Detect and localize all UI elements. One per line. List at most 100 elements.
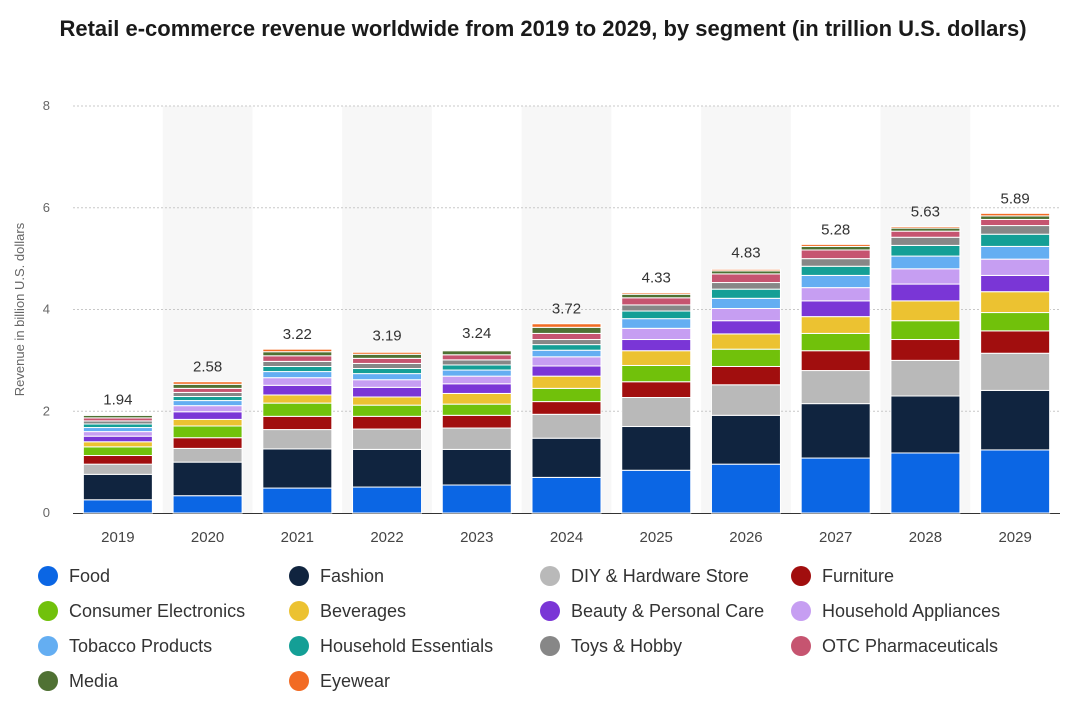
legend-item[interactable]: Toys & Hobby bbox=[540, 632, 682, 660]
bar-segment bbox=[262, 415, 333, 431]
bar-segment bbox=[441, 392, 512, 405]
bar-segment bbox=[441, 414, 512, 429]
legend-label: Household Appliances bbox=[822, 600, 1001, 621]
bar-segment bbox=[800, 370, 871, 405]
bar-segment bbox=[531, 413, 602, 439]
bar-segment bbox=[352, 396, 423, 406]
legend-item[interactable]: Household Essentials bbox=[289, 632, 493, 660]
bar-segment bbox=[531, 344, 602, 351]
bar-segment bbox=[352, 379, 423, 388]
bar-segment bbox=[172, 425, 243, 439]
bar-segment bbox=[441, 369, 512, 377]
total-data-label: 4.83 bbox=[731, 244, 760, 261]
bar-segment bbox=[710, 268, 781, 272]
legend-item[interactable]: Furniture bbox=[791, 562, 894, 590]
bar-segment bbox=[800, 265, 871, 276]
bar-segment bbox=[262, 348, 333, 353]
x-tick-label: 2027 bbox=[819, 529, 852, 546]
bar-segment bbox=[352, 353, 423, 359]
bar-segment bbox=[82, 499, 153, 514]
bar-segment bbox=[800, 350, 871, 372]
bar-segment bbox=[531, 332, 602, 341]
legend-item[interactable]: Tobacco Products bbox=[38, 632, 212, 660]
bar-segment bbox=[980, 215, 1051, 220]
bar-segment bbox=[890, 359, 961, 397]
legend-label: Furniture bbox=[822, 565, 895, 586]
bar-segment bbox=[172, 381, 243, 385]
legend-item[interactable]: Eyewear bbox=[289, 667, 390, 695]
legend-swatch bbox=[540, 636, 560, 656]
bar-segment bbox=[621, 318, 692, 329]
legend-item[interactable]: Media bbox=[38, 667, 118, 695]
bar-segment bbox=[352, 448, 423, 488]
bar-segment bbox=[531, 323, 602, 328]
bar-segment bbox=[621, 381, 692, 399]
legend-swatch bbox=[791, 636, 811, 656]
bar-segment bbox=[710, 320, 781, 335]
legend-item[interactable]: Fashion bbox=[289, 562, 384, 590]
bar-segment bbox=[172, 437, 243, 449]
legend-item[interactable]: OTC Pharmaceuticals bbox=[791, 632, 998, 660]
bar-segment bbox=[531, 387, 602, 403]
bar-segment bbox=[890, 320, 961, 341]
bar-segment bbox=[621, 292, 692, 295]
legend-item[interactable]: Food bbox=[38, 562, 110, 590]
bar-segment bbox=[710, 348, 781, 367]
bar-segment bbox=[800, 249, 871, 260]
bar-segment bbox=[621, 304, 692, 312]
bar-segment bbox=[800, 274, 871, 289]
x-tick-label: 2019 bbox=[101, 529, 134, 546]
stacked-bar-chart: 0 2 4 6 8 Revenue in billion U.S. dollars 1.94… bbox=[12, 98, 1060, 546]
legend-item[interactable]: Household Appliances bbox=[791, 597, 1000, 625]
total-data-label: 5.63 bbox=[911, 204, 940, 221]
bar-segment bbox=[82, 463, 153, 475]
legend-item[interactable]: Beverages bbox=[289, 597, 406, 625]
bar-segment bbox=[441, 427, 512, 450]
bar-segment bbox=[621, 350, 692, 366]
legend-swatch bbox=[38, 601, 58, 621]
bar-segment bbox=[980, 312, 1051, 332]
bar-segment bbox=[441, 403, 512, 416]
bar-segment bbox=[352, 362, 423, 370]
legend-swatch bbox=[791, 601, 811, 621]
bar-segment bbox=[172, 411, 243, 420]
y-tick-label: 2 bbox=[43, 403, 50, 418]
bar-segment bbox=[531, 437, 602, 478]
bar-segment bbox=[441, 383, 512, 394]
bar-segment bbox=[441, 350, 512, 356]
bar-segment bbox=[621, 364, 692, 383]
bar-segment bbox=[262, 355, 333, 362]
bar-segment bbox=[800, 287, 871, 302]
bar-segment bbox=[980, 330, 1051, 354]
legend-swatch bbox=[38, 636, 58, 656]
legend-item[interactable]: Consumer Electronics bbox=[38, 597, 245, 625]
legend-swatch bbox=[289, 601, 309, 621]
bar-segment bbox=[980, 245, 1051, 260]
bar-segment bbox=[352, 386, 423, 398]
bar-segment bbox=[621, 297, 692, 306]
legend-item[interactable]: DIY & Hardware Store bbox=[540, 562, 749, 590]
total-data-label: 1.94 bbox=[103, 391, 132, 408]
bar-segment bbox=[890, 283, 961, 302]
bar-segment bbox=[262, 448, 333, 489]
x-tick-label: 2025 bbox=[640, 529, 673, 546]
bar-segment bbox=[890, 300, 961, 322]
bar-segment bbox=[710, 365, 781, 386]
legend-swatch bbox=[791, 566, 811, 586]
bar-segment bbox=[800, 243, 871, 247]
bar-segment bbox=[82, 435, 153, 443]
legend-item[interactable]: Beauty & Personal Care bbox=[540, 597, 764, 625]
bar-segment bbox=[441, 375, 512, 385]
bar-segment bbox=[531, 326, 602, 334]
y-tick-label: 8 bbox=[43, 98, 50, 113]
bar-segment bbox=[621, 327, 692, 341]
total-data-label: 3.24 bbox=[462, 325, 491, 342]
bar-segment bbox=[262, 487, 333, 514]
bar-segment bbox=[890, 255, 961, 270]
bar-segment bbox=[710, 414, 781, 465]
bar-segment bbox=[352, 404, 423, 417]
bar-segment bbox=[980, 389, 1051, 451]
bar-segment bbox=[890, 268, 961, 285]
bar-segment bbox=[352, 368, 423, 375]
bar-segment bbox=[621, 339, 692, 352]
